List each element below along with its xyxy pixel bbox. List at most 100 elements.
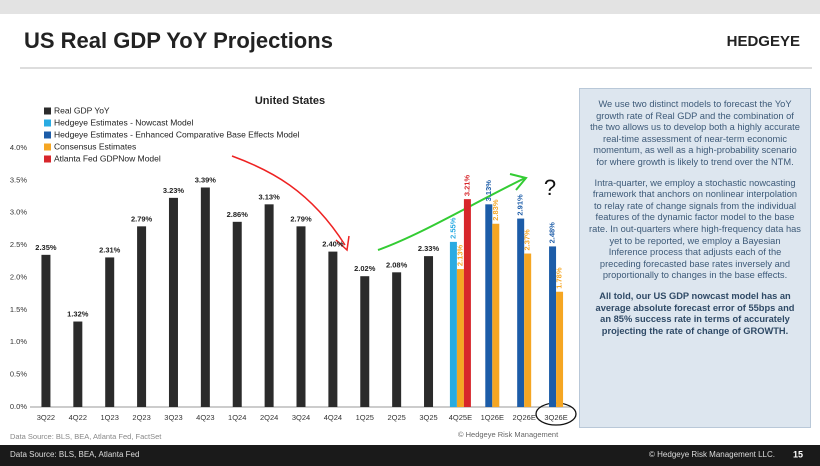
bar bbox=[41, 254, 51, 407]
legend-label: Consensus Estimates bbox=[54, 141, 136, 151]
footer-source: Data Source: BLS, BEA, Atlanta Fed bbox=[10, 450, 139, 459]
bar bbox=[492, 223, 500, 407]
y-tick-label: 3.0% bbox=[10, 208, 27, 217]
legend-swatch bbox=[44, 143, 51, 151]
bar bbox=[137, 226, 147, 407]
value-label: 2.08% bbox=[386, 260, 408, 269]
paragraph: All told, our US GDP nowcast model has a… bbox=[595, 290, 795, 336]
annotation: ? bbox=[544, 175, 556, 200]
value-label: 2.13% bbox=[455, 244, 464, 266]
legend-swatch bbox=[44, 155, 51, 163]
bar bbox=[449, 241, 457, 407]
footer-copyright: © Hedgeye Risk Management LLC. bbox=[649, 450, 775, 459]
green-arrow bbox=[377, 177, 526, 251]
value-label: 2.02% bbox=[354, 264, 376, 273]
value-label: 3.39% bbox=[195, 175, 217, 184]
x-tick-label: 3Q22 bbox=[37, 413, 55, 422]
x-tick-label: 4Q23 bbox=[196, 413, 214, 422]
value-label: 2.83% bbox=[491, 199, 500, 221]
x-tick-label: 4Q25E bbox=[449, 413, 472, 422]
page-number: 15 bbox=[793, 449, 803, 459]
value-label: 2.40% bbox=[322, 240, 344, 249]
red-arrow bbox=[231, 155, 346, 246]
chart-title: United States bbox=[255, 95, 325, 107]
y-tick-label: 1.5% bbox=[10, 305, 27, 314]
bar bbox=[485, 204, 493, 407]
bar bbox=[456, 269, 464, 407]
bar bbox=[232, 221, 242, 407]
value-label: 2.86% bbox=[227, 210, 249, 219]
legend-swatch bbox=[44, 107, 51, 115]
value-label: 3.23% bbox=[163, 186, 185, 195]
logo: HEDGEYE bbox=[727, 33, 800, 50]
value-label: 2.91% bbox=[516, 194, 525, 216]
x-tick-label: 3Q24 bbox=[292, 413, 310, 422]
green-arrowhead bbox=[509, 173, 528, 191]
value-label: 3.13% bbox=[484, 180, 493, 202]
bar bbox=[73, 321, 83, 407]
bar bbox=[296, 226, 306, 407]
bar bbox=[556, 291, 564, 407]
bar bbox=[549, 246, 557, 407]
x-tick-label: 1Q24 bbox=[228, 413, 246, 422]
text-box: We use two distinct models to forecast t… bbox=[579, 88, 811, 428]
footer-bar bbox=[0, 445, 820, 466]
x-tick-label: 2Q24 bbox=[260, 413, 278, 422]
x-tick-label: 1Q26E bbox=[481, 413, 504, 422]
x-tick-label: 4Q24 bbox=[324, 413, 342, 422]
bar bbox=[200, 187, 210, 407]
slide-title: US Real GDP YoY Projections bbox=[24, 28, 333, 53]
x-tick-label: 1Q25 bbox=[356, 413, 374, 422]
value-label: 2.37% bbox=[523, 229, 532, 251]
bar bbox=[463, 199, 471, 407]
legend-label: Real GDP YoY bbox=[54, 105, 110, 115]
top-strip bbox=[0, 0, 820, 14]
bar bbox=[264, 204, 274, 407]
y-tick-label: 2.5% bbox=[10, 240, 27, 249]
y-tick-label: 2.0% bbox=[10, 272, 27, 281]
x-tick-label: 2Q25 bbox=[387, 413, 405, 422]
source-note: Data Source: BLS, BEA, Atlanta Fed, Fact… bbox=[10, 432, 162, 441]
copyright-note: © Hedgeye Risk Management bbox=[458, 430, 559, 439]
paragraph: Intra-quarter, we employ a stochastic no… bbox=[589, 177, 801, 281]
value-label: 1.78% bbox=[555, 267, 564, 289]
y-tick-label: 3.5% bbox=[10, 175, 27, 184]
red-arrowhead bbox=[335, 235, 350, 252]
bar bbox=[360, 276, 370, 407]
legend: Real GDP YoY Hedgeye Estimates - Nowcast … bbox=[44, 105, 300, 163]
y-tick-label: 4.0% bbox=[10, 143, 27, 152]
x-tick-label: 2Q23 bbox=[132, 413, 150, 422]
bar bbox=[424, 256, 434, 407]
bar bbox=[392, 272, 402, 407]
value-label: 2.33% bbox=[418, 244, 440, 253]
value-label: 2.35% bbox=[35, 243, 57, 252]
value-label: 2.48% bbox=[548, 222, 557, 244]
bar bbox=[168, 197, 178, 407]
paragraph: We use two distinct models to forecast t… bbox=[590, 99, 800, 167]
value-label: 2.79% bbox=[290, 214, 312, 223]
bar bbox=[328, 251, 338, 407]
legend-swatch bbox=[44, 131, 51, 139]
value-label: 3.21% bbox=[462, 175, 471, 197]
value-label: 2.55% bbox=[448, 217, 457, 239]
y-tick-label: 0.0% bbox=[10, 402, 27, 411]
legend-label: Hedgeye Estimates - Nowcast Model bbox=[54, 117, 193, 127]
bar bbox=[517, 218, 525, 407]
x-tick-label: 3Q26E bbox=[544, 413, 567, 422]
value-label: 3.13% bbox=[258, 192, 280, 201]
value-label: 1.32% bbox=[67, 310, 89, 319]
x-tick-label: 1Q23 bbox=[101, 413, 119, 422]
bar bbox=[524, 253, 532, 407]
y-tick-label: 1.0% bbox=[10, 337, 27, 346]
legend-label: Hedgeye Estimates - Enhanced Comparative… bbox=[54, 129, 300, 139]
y-tick-label: 0.5% bbox=[10, 370, 27, 379]
x-tick-label: 2Q26E bbox=[512, 413, 535, 422]
x-tick-label: 3Q23 bbox=[164, 413, 182, 422]
legend-label: Atlanta Fed GDPNow Model bbox=[54, 153, 161, 163]
legend-swatch bbox=[44, 119, 51, 127]
x-tick-label: 3Q25 bbox=[419, 413, 437, 422]
value-label: 2.79% bbox=[131, 214, 153, 223]
value-label: 2.31% bbox=[99, 245, 121, 254]
